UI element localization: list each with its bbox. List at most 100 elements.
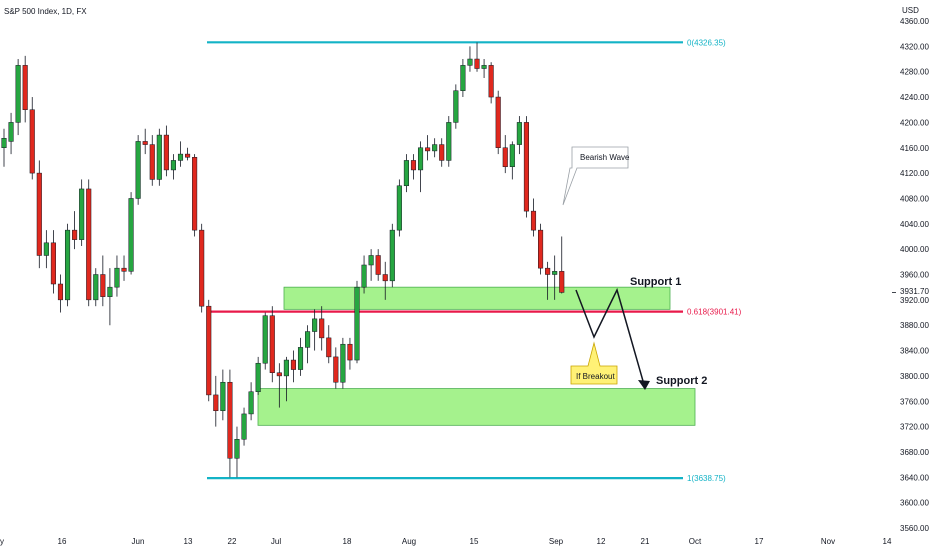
candle-body — [474, 58, 480, 69]
x-tick-label: 12 — [597, 537, 606, 546]
current-price-label: 3931.70 — [900, 287, 929, 296]
candle-body — [361, 264, 367, 288]
candle-body — [368, 255, 374, 266]
candle-body — [29, 109, 35, 174]
candle-body — [163, 134, 169, 171]
candle — [305, 325, 311, 364]
candle — [354, 280, 360, 364]
candle — [488, 62, 494, 104]
candle-body — [460, 65, 466, 91]
projection-arrowhead — [638, 380, 650, 390]
fib-levels: 0(4326.35) 0.618(3901.41) 1(3638.75) — [207, 38, 742, 483]
candle-body — [107, 286, 113, 297]
candle-body — [481, 65, 487, 69]
candle-body — [283, 359, 289, 377]
y-tick-label: 4000.00 — [900, 245, 929, 254]
candle — [502, 135, 508, 174]
x-tick-label: 15 — [470, 537, 479, 546]
y-tick-label: 4040.00 — [900, 220, 929, 229]
candle-body — [439, 144, 445, 161]
currency-label: USD — [902, 6, 919, 15]
candle — [149, 135, 155, 186]
breakout-callout: If Breakout — [570, 341, 618, 385]
candle-body — [57, 283, 64, 301]
x-tick-label: 18 — [343, 537, 352, 546]
candle-body — [149, 144, 155, 180]
candle-body — [446, 122, 452, 161]
candle — [523, 116, 529, 218]
candle-body — [559, 271, 565, 293]
candle-body — [248, 391, 254, 415]
candle — [135, 135, 141, 205]
current-price-tag: 3931.70 — [900, 287, 929, 296]
y-tick-label: 4240.00 — [900, 93, 929, 102]
candle-body — [319, 318, 325, 339]
candle — [100, 255, 106, 307]
candle — [425, 135, 431, 161]
x-tick-label: 13 — [184, 537, 193, 546]
candle-body — [425, 147, 431, 152]
candle-body — [382, 274, 388, 282]
bearish-wave-callout: Bearish Wave — [562, 146, 630, 206]
candle-body — [199, 229, 205, 307]
candle — [453, 84, 459, 129]
candle-body — [192, 157, 198, 231]
candle-body — [502, 147, 508, 168]
candle — [163, 125, 169, 177]
candle — [340, 337, 346, 389]
candle-body — [552, 271, 558, 275]
candle — [297, 337, 304, 376]
candle — [347, 337, 353, 370]
candle — [312, 309, 318, 351]
candle-body — [79, 188, 85, 240]
candle — [57, 274, 64, 313]
candle — [495, 90, 501, 155]
y-tick-label: 4080.00 — [900, 194, 929, 203]
candle — [86, 179, 92, 307]
y-tick-label: 4120.00 — [900, 169, 929, 178]
candle-body — [86, 188, 92, 301]
candle-body — [375, 255, 381, 275]
candle — [64, 223, 71, 307]
candle-body — [255, 362, 261, 392]
candle — [481, 59, 487, 79]
x-tick-label: Nov — [821, 537, 835, 546]
candle-body — [177, 153, 184, 161]
candle-body — [22, 65, 28, 110]
candle — [50, 230, 56, 294]
candle-body — [114, 267, 120, 288]
y-tick-label: 3920.00 — [900, 296, 929, 305]
candle-body — [340, 343, 346, 383]
candle-body — [403, 160, 409, 187]
candle — [156, 128, 162, 186]
candle — [1, 128, 7, 167]
candle — [213, 375, 219, 427]
candle-body — [326, 337, 332, 358]
candle — [36, 160, 42, 269]
candle-body — [121, 267, 127, 272]
candle — [375, 249, 381, 281]
candle — [361, 255, 367, 294]
candle-body — [213, 394, 219, 412]
candle — [410, 154, 417, 180]
candle — [29, 97, 35, 180]
candle-body — [276, 372, 282, 377]
x-tick-label: 14 — [883, 537, 892, 546]
candle-body — [509, 144, 515, 168]
candle — [248, 382, 254, 421]
candle-body — [545, 267, 551, 275]
candle — [177, 141, 184, 167]
candle — [396, 179, 402, 237]
candle — [199, 223, 205, 313]
candle-body — [347, 343, 353, 361]
candle — [262, 312, 268, 370]
candle — [107, 268, 113, 326]
y-tick-label: 3960.00 — [900, 271, 929, 280]
x-tick-label: 22 — [228, 537, 237, 546]
candle-body — [93, 274, 99, 301]
bearish-wave-text: Bearish Wave — [580, 153, 630, 162]
candle — [467, 46, 473, 72]
candle — [185, 147, 191, 161]
candle — [474, 42, 480, 72]
candle-body — [516, 122, 522, 145]
